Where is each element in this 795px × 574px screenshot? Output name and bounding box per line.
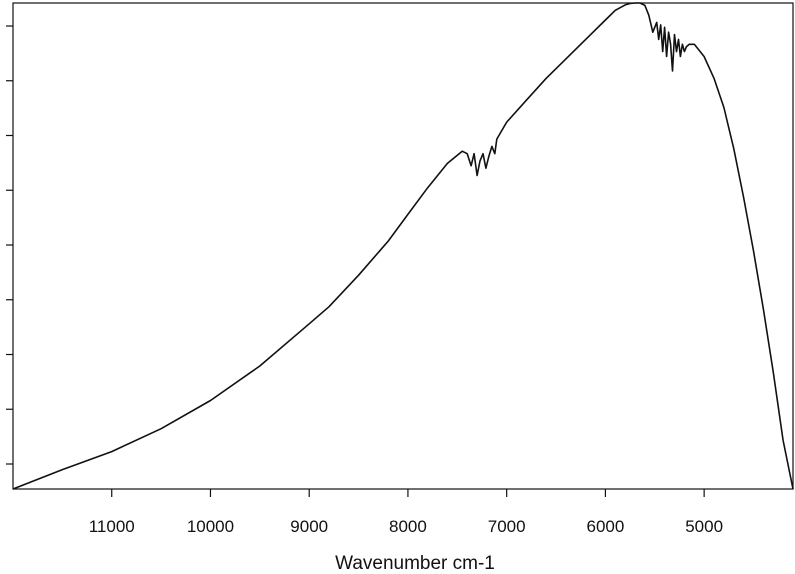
x-tick-label: 6000	[586, 517, 624, 536]
x-axis-title: Wavenumber cm-1	[335, 553, 495, 574]
plot-frame	[12, 2, 794, 490]
series-layer	[12, 2, 794, 490]
x-tick-label: 10000	[187, 517, 234, 536]
x-tick-label: 9000	[290, 517, 328, 536]
x-tick-label: 5000	[685, 517, 723, 536]
x-axis-ticks	[111, 489, 705, 497]
x-tick-label: 8000	[389, 517, 427, 536]
y-axis-ticks	[6, 25, 13, 465]
spectrum-line	[12, 2, 794, 490]
x-axis-tick-labels: 11000 10000 9000 8000 7000 6000 5000	[89, 517, 723, 536]
x-tick-label: 7000	[488, 517, 526, 536]
x-tick-label: 11000	[89, 517, 135, 536]
